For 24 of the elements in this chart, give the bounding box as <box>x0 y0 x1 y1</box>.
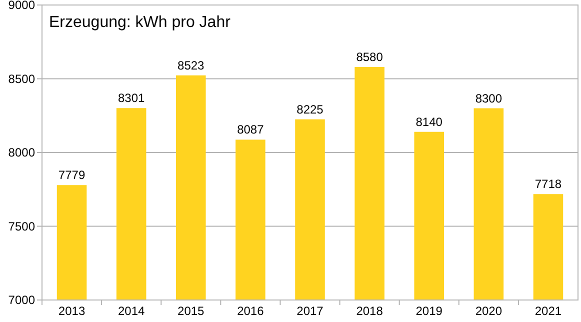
data-label: 8140 <box>416 114 443 129</box>
y-tick-label: 8000 <box>8 146 36 160</box>
data-label: 7718 <box>534 177 562 192</box>
data-label: 8225 <box>296 102 324 116</box>
x-tick-label: 2014 <box>118 304 146 318</box>
x-tick-label: 2018 <box>356 304 384 318</box>
data-label: 8580 <box>356 50 384 64</box>
x-tick-label: 2017 <box>296 304 324 318</box>
data-label: 8087 <box>237 122 264 137</box>
y-tick-label: 7500 <box>8 219 36 234</box>
x-tick-label: 2013 <box>58 304 86 318</box>
y-tick-label: 7000 <box>8 293 36 307</box>
data-label: 8300 <box>475 91 502 106</box>
x-tick-label: 2020 <box>475 304 502 318</box>
x-tick-label: 2015 <box>178 304 205 318</box>
x-tick-label: 2021 <box>534 304 562 318</box>
data-label: 8523 <box>178 58 205 72</box>
x-tick-label: 2019 <box>416 304 443 318</box>
data-label: 7779 <box>58 168 86 182</box>
data-label: 8301 <box>118 91 146 106</box>
y-tick-label: 8500 <box>8 72 36 86</box>
text: Erzeugung: kWh pro Jahr <box>49 14 232 31</box>
y-tick-label: 9000 <box>8 0 36 12</box>
x-tick-label: 2016 <box>237 304 264 318</box>
